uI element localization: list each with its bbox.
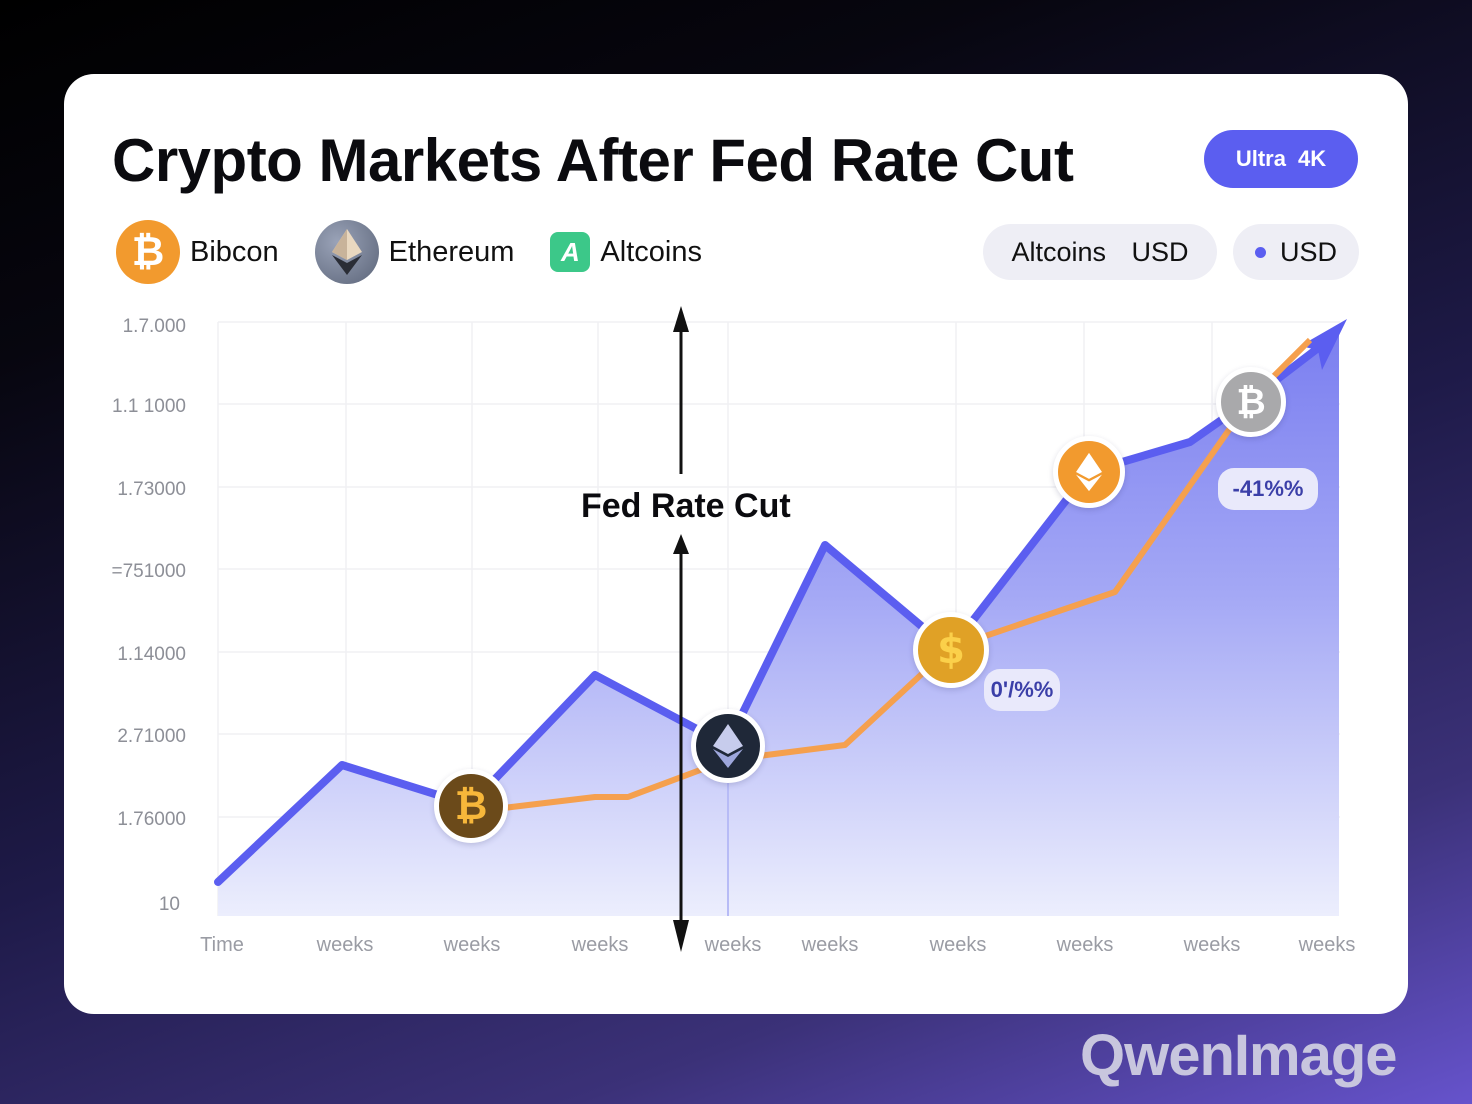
fed-rate-cut-label: Fed Rate Cut	[581, 487, 791, 525]
x-tick: weeks	[704, 934, 762, 956]
arrow-down-icon	[673, 920, 689, 952]
y-tick: 2.71000	[117, 726, 186, 747]
chart-card: Crypto Markets After Fed Rate Cut Ultra …	[64, 74, 1408, 1014]
usd-dot-icon	[1254, 246, 1266, 258]
area-chart	[214, 306, 1347, 952]
x-tick: weeks	[801, 934, 859, 956]
legend-item-bitcoin[interactable]: ₿ Bibcon	[116, 220, 279, 284]
altcoins-usd-toggle[interactable]: Altcoins USD	[983, 224, 1217, 280]
legend-label: Altcoins	[600, 235, 702, 268]
legend-label: Bibcon	[190, 235, 279, 268]
usd-toggle[interactable]: USD	[1233, 224, 1359, 280]
x-tick: weeks	[1183, 934, 1241, 956]
x-tick: Time	[200, 934, 244, 956]
trend-arrowhead-icon	[1300, 319, 1347, 370]
y-tick: 10	[158, 894, 180, 915]
altcoin-icon: A	[550, 232, 591, 272]
market-line	[214, 338, 1330, 886]
percent-badge-lower: 0'/%%	[984, 669, 1060, 711]
y-tick: 1.76000	[117, 809, 186, 830]
bitcoin-marker-icon[interactable]: ₿	[434, 769, 508, 843]
bitcoin-icon: ₿	[116, 220, 180, 284]
x-tick: weeks	[571, 934, 629, 956]
y-tick: 1.14000	[117, 644, 186, 665]
bitcoin-grey-marker-icon[interactable]: ₿	[1216, 367, 1286, 437]
ultra-4k-badge[interactable]: Ultra 4K	[1204, 130, 1358, 188]
arrow-up-icon	[673, 534, 689, 554]
y-tick: 1.73000	[117, 479, 186, 500]
x-tick: weeks	[929, 934, 987, 956]
arrow-up-icon	[673, 306, 689, 332]
watermark: QwenImage	[1080, 1023, 1398, 1088]
area-fill	[218, 332, 1339, 916]
x-tick: weeks	[1298, 934, 1356, 956]
usd-label: USD	[1279, 236, 1337, 267]
x-tick: weeks	[1056, 934, 1114, 956]
ethereum-orange-marker-icon[interactable]	[1053, 436, 1125, 508]
y-tick: =751000	[111, 561, 187, 582]
legend-item-altcoins[interactable]: A Altcoins	[550, 232, 702, 272]
page-title: Crypto Markets After Fed Rate Cut	[112, 127, 1074, 194]
x-tick: weeks	[443, 934, 501, 956]
x-tick: weeks	[316, 934, 374, 956]
legend-label: Ethereum	[388, 235, 515, 268]
altcoins-line	[469, 337, 1313, 815]
legend: ₿ Bibcon Ethereum A Altcoins	[116, 220, 738, 284]
legend-item-ethereum[interactable]: Ethereum	[314, 220, 515, 284]
dollar-coin-marker-icon[interactable]: $	[913, 612, 989, 688]
y-tick: 1.1 1000	[112, 396, 186, 417]
ethereum-marker-icon[interactable]	[691, 709, 765, 783]
percent-badge-upper: -41%%	[1218, 468, 1318, 510]
y-tick: 1.7.000	[122, 316, 186, 337]
ethereum-icon	[314, 220, 379, 284]
